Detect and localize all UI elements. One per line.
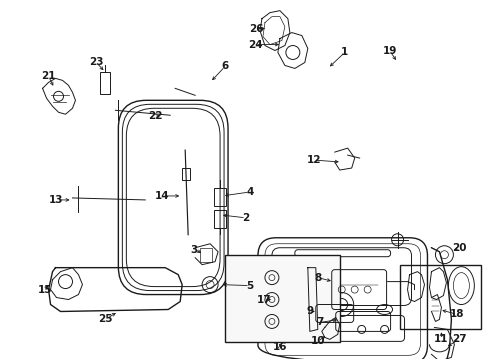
Text: 15: 15	[37, 284, 52, 294]
Text: 11: 11	[433, 334, 448, 345]
Text: 26: 26	[248, 24, 263, 33]
Bar	[100, 72, 110, 94]
Text: 10: 10	[310, 336, 325, 346]
Bar	[224, 255, 339, 342]
Text: 3: 3	[190, 245, 197, 255]
Text: 20: 20	[451, 243, 466, 253]
Text: 13: 13	[49, 195, 63, 205]
Bar	[214, 210, 225, 228]
Text: 23: 23	[89, 58, 103, 67]
Bar	[182, 168, 190, 180]
Text: 2: 2	[242, 213, 249, 223]
Text: 5: 5	[246, 280, 253, 291]
Text: 7: 7	[315, 318, 323, 328]
Text: 12: 12	[306, 155, 321, 165]
Text: 1: 1	[341, 48, 347, 58]
Text: 9: 9	[305, 306, 313, 316]
Bar	[200, 248, 212, 262]
Text: 17: 17	[256, 294, 271, 305]
Text: 21: 21	[41, 71, 56, 81]
Text: 24: 24	[247, 40, 262, 50]
Text: 19: 19	[382, 45, 396, 55]
Text: 14: 14	[155, 191, 169, 201]
Text: 16: 16	[272, 342, 286, 352]
Text: 22: 22	[148, 111, 162, 121]
Text: 8: 8	[313, 273, 321, 283]
Bar	[214, 188, 225, 206]
Text: 6: 6	[221, 62, 228, 71]
Text: 18: 18	[449, 310, 464, 319]
Text: 27: 27	[451, 334, 466, 345]
Text: 25: 25	[98, 314, 112, 324]
Bar	[399, 265, 480, 329]
Text: 4: 4	[246, 187, 253, 197]
